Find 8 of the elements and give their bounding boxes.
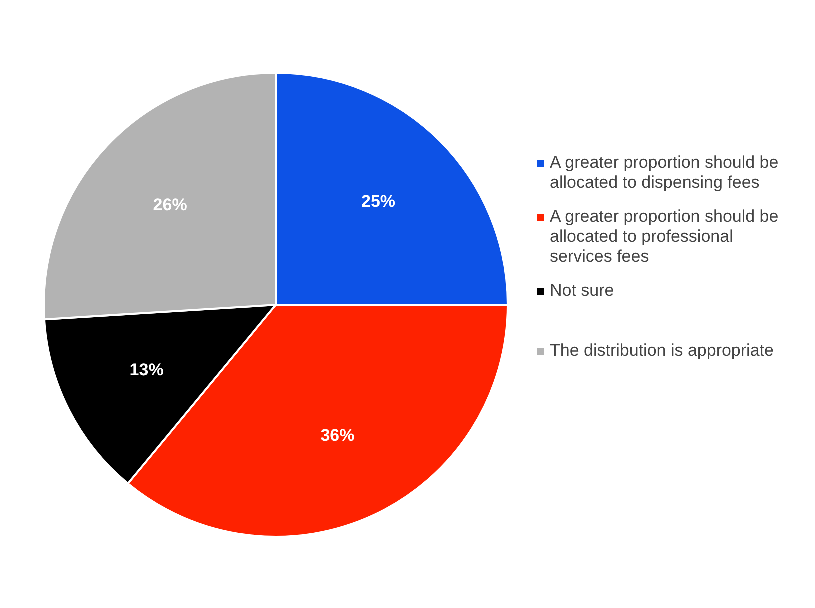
legend-label: A greater proportion should be allocated to professional services fees	[550, 207, 780, 267]
data-label: 25%	[362, 192, 396, 212]
data-label: 13%	[130, 360, 164, 380]
legend-label: Not sure	[550, 281, 614, 301]
legend-label: The distribution is appropriate	[550, 341, 774, 361]
data-label: 26%	[153, 195, 188, 214]
legend-label: A greater proportion should be allocated to dispensing fees	[550, 153, 780, 193]
data-label: 36%	[320, 426, 355, 445]
